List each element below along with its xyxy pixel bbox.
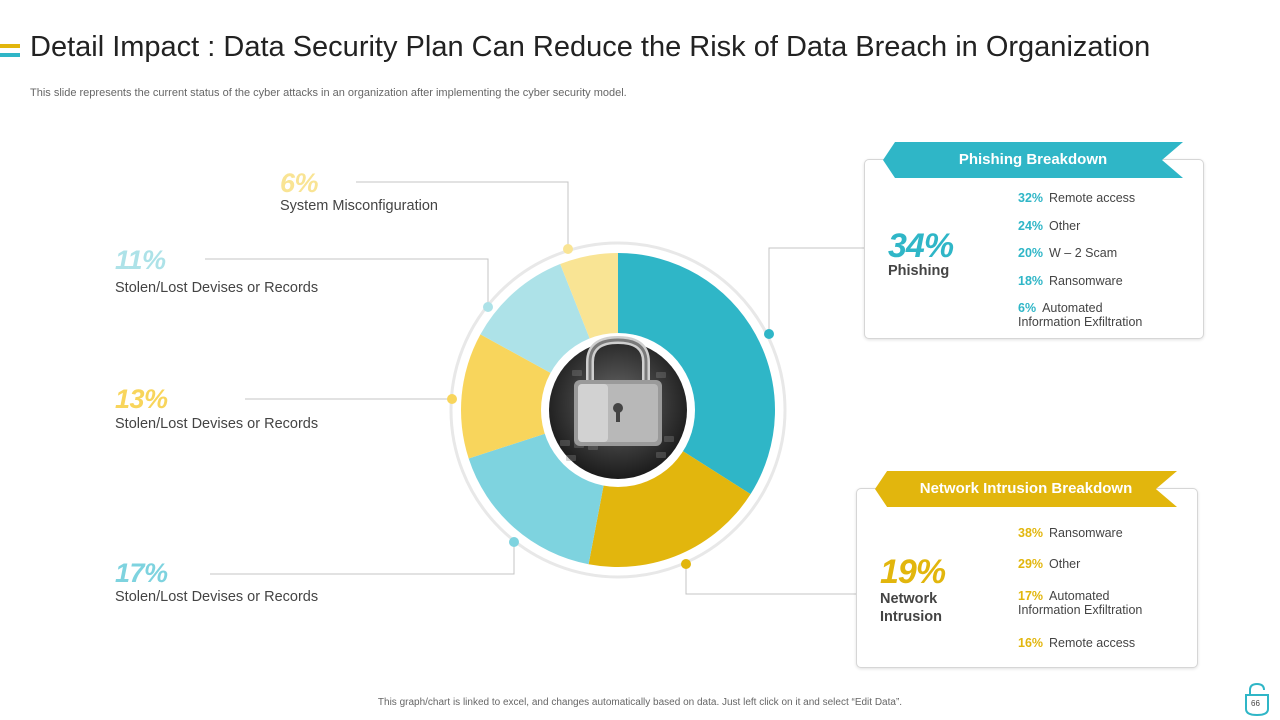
marker-dot-13pct [447,394,457,404]
phishing-breakdown-panel [864,159,1204,339]
network-item-label-2: Information Exfiltration [1018,603,1143,617]
page-title: Detail Impact : Data Security Plan Can R… [30,31,1151,63]
phishing-item-value: 20% [1018,246,1044,260]
phishing-item-value: 18% [1018,274,1044,288]
marker-dot-phishing [764,329,774,339]
slice-pct-17: 17% [115,558,168,588]
phishing-percent: 34% [888,227,954,265]
network-item-label: Remote access [1049,636,1136,650]
slice-pct-system-misconfig: 6% [280,168,319,198]
phishing-item: 18% Ransomware [1018,274,1123,288]
network-item: 16% Remote access [1018,636,1135,650]
phishing-item-label: W – 2 Scam [1049,246,1118,260]
slice-pct-13: 13% [115,384,168,414]
phishing-item: 6% Automated Information Exfiltration [1018,301,1142,329]
leader-line-network [685,564,868,595]
phishing-item-label: Automated [1042,301,1103,315]
leader-line-11pct [205,258,489,307]
phishing-breakdown-ribbon: Phishing Breakdown [883,142,1183,178]
phishing-item: 32% Remote access [1018,191,1135,205]
slice-label-13: Stolen/Lost Devises or Records [115,416,319,432]
leader-line-6pct [356,181,569,249]
phishing-item: 20% W – 2 Scam [1018,246,1117,260]
network-percent: 19% [880,553,946,591]
title-accent-teal [0,53,20,57]
phishing-item-label: Ransomware [1049,274,1123,288]
pie-outer-ring [449,241,787,579]
network-label-line2: Intrusion [880,609,943,625]
marker-dots [447,244,774,569]
network-item-value: 17% [1018,589,1044,603]
network-item-value: 29% [1018,557,1044,571]
phishing-item: 24% Other [1018,219,1080,233]
phishing-item-label: Remote access [1049,191,1136,205]
slice-pct-11: 11% [115,245,166,275]
lock-icon [1245,682,1269,717]
phishing-label: Phishing [888,263,950,279]
marker-dot-17pct [509,537,519,547]
leader-line-17pct [210,542,515,575]
network-item: 17% Automated Information Exfiltration [1018,589,1142,617]
network-label-line1: Network [880,591,938,607]
slice-label-17: Stolen/Lost Devises or Records [115,589,319,605]
leader-line-phishing [768,247,870,334]
leader-lines [205,181,870,595]
network-item-label: Other [1049,557,1081,571]
title-accent-gold [0,44,20,48]
network-label: Network Intrusion [880,590,942,626]
pie-slice-4[interactable] [460,334,618,459]
phishing-item-value: 24% [1018,219,1044,233]
network-item-label: Ransomware [1049,526,1123,540]
page-subtitle: This slide represents the current status… [30,87,627,99]
slice-label-11: Stolen/Lost Devises or Records [115,280,319,296]
phishing-item-value: 32% [1018,191,1044,205]
network-breakdown-panel [856,488,1198,668]
phishing-item-value: 6% [1018,301,1037,315]
marker-dot-6pct [563,244,573,254]
footer-note: This graph/chart is linked to excel, and… [377,697,903,708]
network-item-label: Automated [1049,589,1110,603]
padlock-image [549,335,687,479]
network-item: 29% Other [1018,557,1080,571]
network-breakdown-ribbon: Network Intrusion Breakdown [875,471,1177,507]
network-item-value: 16% [1018,636,1044,650]
network-item-value: 38% [1018,526,1044,540]
page-number: 66 [1251,699,1260,708]
phishing-item-label: Other [1049,219,1081,233]
marker-dot-network [681,559,691,569]
slice-label-system-misconfig: System Misconfiguration [280,198,438,214]
network-item: 38% Ransomware [1018,526,1123,540]
phishing-item-label-2: Information Exfiltration [1018,315,1143,329]
marker-dot-11pct [483,302,493,312]
